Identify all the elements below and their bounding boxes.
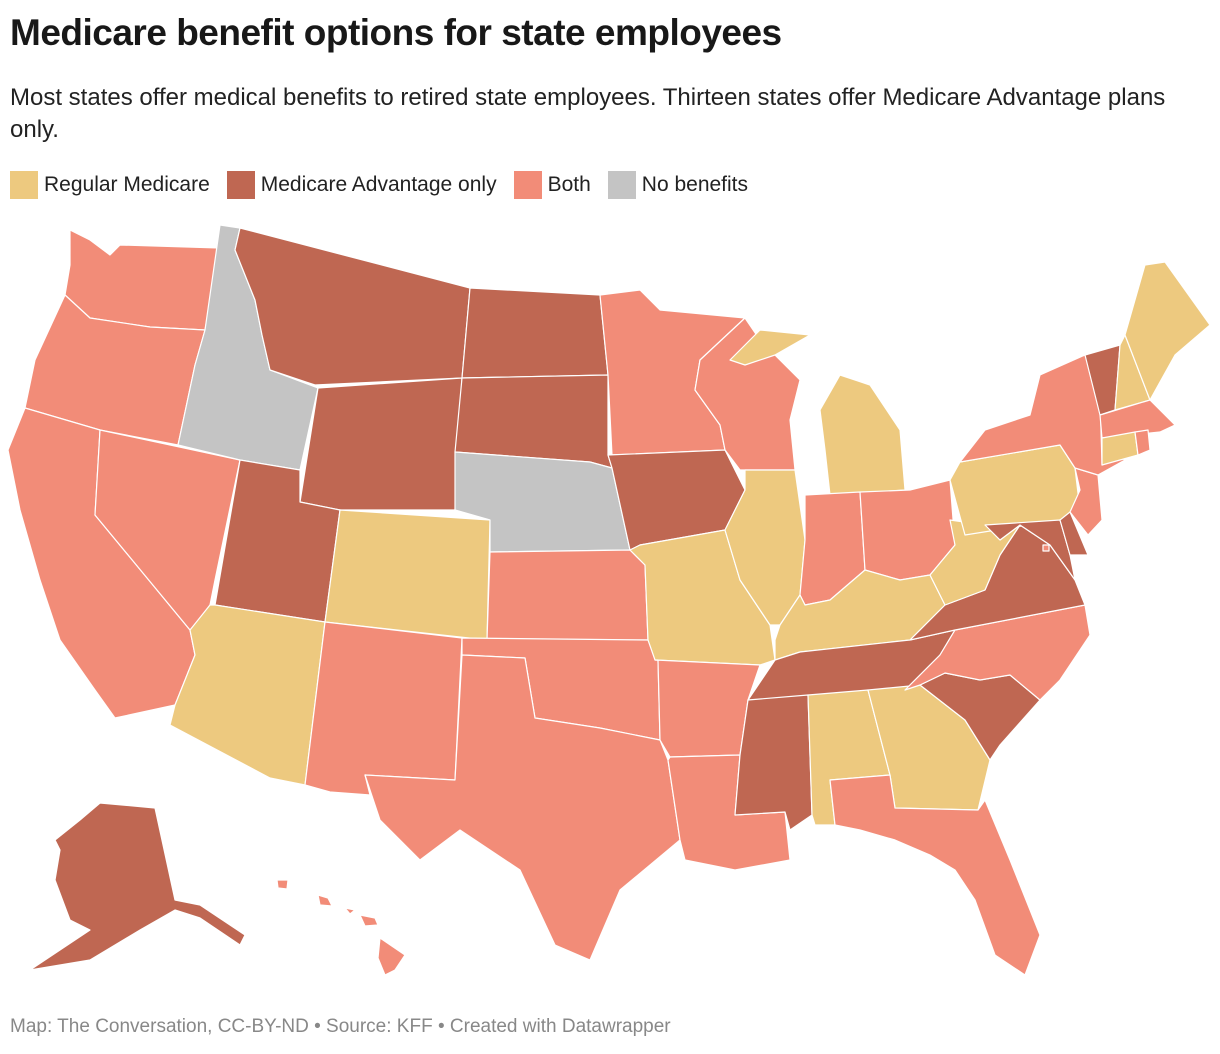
state-KS[interactable] [486,549,649,641]
legend-label-advantage: Medicare Advantage only [260,173,497,196]
us-map [7,224,1211,976]
legend-item-both: Both [513,171,591,199]
legend-item-none: No benefits [607,171,749,199]
state-IL[interactable] [724,469,806,626]
legend: Regular Medicare Medicare Advantage only… [10,171,765,199]
legend-swatch-none [607,171,636,199]
legend-swatch-regular [10,171,38,199]
state-MT[interactable] [234,227,471,386]
state-DE[interactable] [1059,511,1089,556]
state-RI[interactable] [1134,429,1151,456]
state-MA[interactable] [1099,399,1176,439]
chart-title: Medicare benefit options for state emplo… [10,12,782,53]
state-NC[interactable] [904,604,1091,701]
state-HI[interactable] [276,879,406,976]
state-TX[interactable] [364,654,681,961]
state-AK[interactable] [29,802,246,971]
state-NM[interactable] [304,621,463,796]
legend-label-regular: Regular Medicare [44,173,210,196]
legend-item-advantage: Medicare Advantage only [226,171,497,199]
legend-item-regular: Regular Medicare [10,171,210,199]
state-AZ[interactable] [169,604,326,786]
chart-subtitle: Most states offer medical benefits to re… [10,84,1166,143]
state-DC[interactable] [1042,544,1050,552]
state-CO[interactable] [324,509,491,641]
state-WY[interactable] [299,377,463,511]
legend-label-none: No benefits [641,173,749,196]
state-CT[interactable] [1101,431,1139,466]
chart-footer: Map: The Conversation, CC-BY-ND • Source… [10,1016,671,1037]
state-ND[interactable] [461,287,609,379]
state-MS[interactable] [734,694,813,831]
state-MI[interactable] [729,329,906,496]
state-FL[interactable] [829,774,1041,976]
legend-swatch-both [513,171,542,199]
legend-swatch-advantage [226,171,255,199]
state-WA[interactable] [64,229,221,331]
legend-label-both: Both [547,173,591,196]
